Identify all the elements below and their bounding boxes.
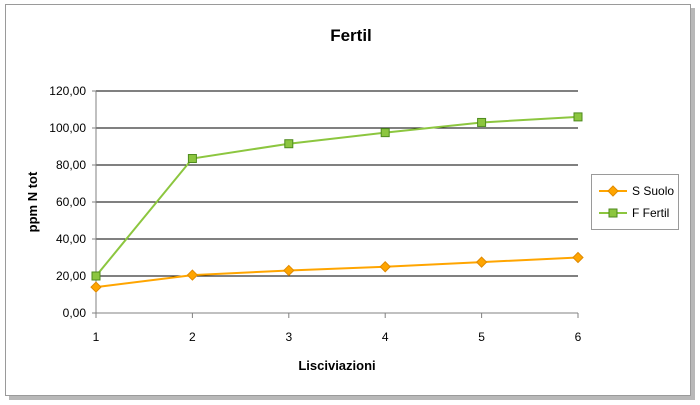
y-tick-label: 60,00 xyxy=(56,195,86,209)
y-tick-label: 120,00 xyxy=(49,84,86,98)
data-point-s-suolo xyxy=(186,269,199,281)
y-tick-label: 20,00 xyxy=(56,269,86,283)
data-point-s-suolo xyxy=(475,256,488,268)
y-tick-label: 80,00 xyxy=(56,158,86,172)
data-point-s-suolo xyxy=(283,264,295,277)
x-tick-label: 4 xyxy=(382,330,389,344)
data-point-f-fertil xyxy=(284,139,294,149)
data-point-f-fertil xyxy=(91,271,101,281)
series-line-s-suolo xyxy=(95,256,579,289)
y-axis-title: ppm N tot xyxy=(25,171,40,232)
legend-swatch-square-icon xyxy=(599,208,627,218)
legend-label-s-suolo: S Suolo xyxy=(632,184,675,198)
x-tick-label: 3 xyxy=(285,330,292,344)
data-point-f-fertil xyxy=(380,128,390,138)
data-point-f-fertil xyxy=(187,154,197,164)
data-point-f-fertil xyxy=(573,112,583,122)
data-point-s-suolo xyxy=(90,281,102,293)
series-line-f-fertil xyxy=(95,115,579,277)
y-tick-label: 0,00 xyxy=(63,306,87,320)
data-point-f-fertil xyxy=(477,117,487,127)
legend-label-f-fertil: F Fertil xyxy=(632,206,670,220)
y-tick-label: 100,00 xyxy=(49,121,86,135)
data-point-s-suolo xyxy=(572,251,584,264)
chart-title: Fertil xyxy=(330,26,372,45)
legend-item-f-fertil: F Fertil xyxy=(598,204,669,222)
data-point-s-suolo xyxy=(379,261,391,273)
x-tick-label: 5 xyxy=(478,330,485,344)
legend-swatch-diamond-icon xyxy=(599,185,627,197)
x-tick-label: 6 xyxy=(575,330,582,344)
y-tick-label: 40,00 xyxy=(56,232,86,246)
chart-frame xyxy=(5,4,691,396)
plot-area: 0,00 20,00 40,00 60,00 80,00 100,00 120,00 1 2 3 4… xyxy=(49,84,584,344)
x-tick-label: 1 xyxy=(93,330,100,344)
x-axis-title: Lisciviazioni xyxy=(298,358,375,373)
x-tick-label: 2 xyxy=(189,330,196,344)
legend-item-s-suolo: S Suolo xyxy=(598,182,674,200)
legend: S Suolo F Fertil xyxy=(591,174,679,230)
